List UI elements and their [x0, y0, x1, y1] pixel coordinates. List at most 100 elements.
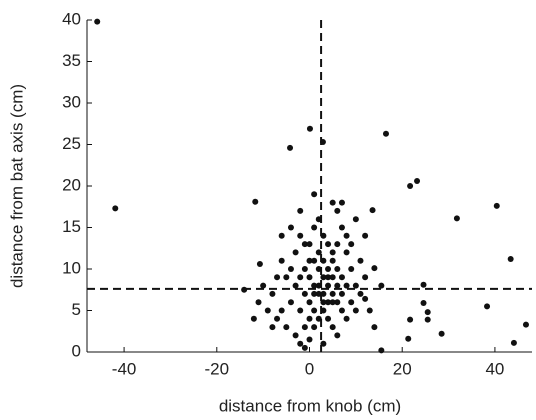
point	[311, 224, 318, 231]
point	[325, 282, 332, 289]
point	[325, 315, 332, 322]
point	[301, 241, 308, 248]
y-tick-label: 5	[72, 300, 81, 319]
point	[329, 274, 336, 281]
point	[334, 299, 341, 306]
point	[484, 303, 491, 310]
x-tick-label: -20	[205, 359, 230, 378]
point	[260, 282, 267, 289]
point	[297, 207, 304, 214]
point	[329, 324, 336, 331]
point	[319, 139, 326, 146]
point	[334, 207, 341, 214]
point	[287, 224, 294, 231]
point	[278, 257, 285, 264]
point	[343, 249, 350, 256]
point	[274, 315, 281, 322]
point	[507, 256, 514, 263]
point	[306, 257, 313, 264]
point	[343, 282, 350, 289]
point	[297, 340, 304, 347]
point	[320, 299, 327, 306]
point	[315, 315, 322, 322]
point	[325, 274, 332, 281]
point	[320, 274, 327, 281]
point	[292, 249, 299, 256]
point	[438, 330, 445, 337]
point	[329, 290, 336, 297]
point	[112, 205, 119, 212]
point	[306, 241, 313, 248]
point	[274, 274, 281, 281]
point	[315, 282, 322, 289]
point	[306, 336, 313, 343]
point	[424, 309, 431, 316]
point	[311, 191, 318, 198]
point	[269, 324, 276, 331]
point	[301, 290, 308, 297]
point	[348, 299, 355, 306]
point	[424, 316, 431, 323]
point	[306, 315, 313, 322]
y-tick-label: 0	[72, 341, 81, 360]
point	[510, 339, 517, 346]
y-axis-label: distance from bat axis (cm)	[7, 84, 26, 288]
point	[362, 274, 369, 281]
point	[287, 144, 294, 151]
point	[283, 274, 290, 281]
point	[283, 324, 290, 331]
point	[378, 282, 385, 289]
point	[334, 266, 341, 272]
x-tick-label: 40	[485, 359, 504, 378]
point	[420, 300, 427, 307]
point	[343, 315, 350, 322]
point	[348, 241, 355, 248]
point	[297, 274, 304, 281]
point	[315, 216, 322, 223]
point	[306, 299, 313, 306]
point	[369, 207, 376, 214]
point	[325, 241, 332, 248]
point	[378, 347, 385, 354]
point	[301, 324, 308, 331]
point	[522, 321, 529, 328]
y-tick-label: 40	[62, 9, 81, 28]
point	[405, 335, 412, 342]
y-tick-label: 35	[62, 51, 81, 70]
point	[301, 266, 308, 272]
point	[348, 266, 355, 272]
point	[311, 307, 318, 314]
point	[357, 257, 364, 264]
point	[338, 290, 345, 297]
point	[371, 324, 378, 331]
point	[311, 257, 318, 264]
point	[252, 198, 259, 205]
x-tick-label: 20	[393, 359, 412, 378]
point	[334, 241, 341, 248]
y-tick-label: 25	[62, 134, 81, 153]
point	[329, 257, 336, 264]
point	[320, 290, 327, 297]
point	[278, 307, 285, 314]
point	[352, 216, 359, 223]
point	[287, 299, 294, 306]
point	[338, 199, 345, 206]
point	[325, 299, 332, 306]
point	[297, 232, 304, 239]
point	[493, 202, 500, 209]
point	[338, 274, 345, 281]
y-tick-label: 10	[62, 258, 81, 277]
point	[292, 282, 299, 289]
point	[338, 224, 345, 231]
point	[306, 274, 313, 281]
point	[241, 286, 248, 293]
point	[255, 299, 262, 306]
point	[315, 249, 322, 256]
point	[256, 261, 263, 268]
point	[407, 183, 414, 189]
point	[329, 299, 336, 306]
y-tick-label: 30	[62, 92, 81, 111]
point	[301, 344, 308, 351]
point	[320, 257, 327, 264]
